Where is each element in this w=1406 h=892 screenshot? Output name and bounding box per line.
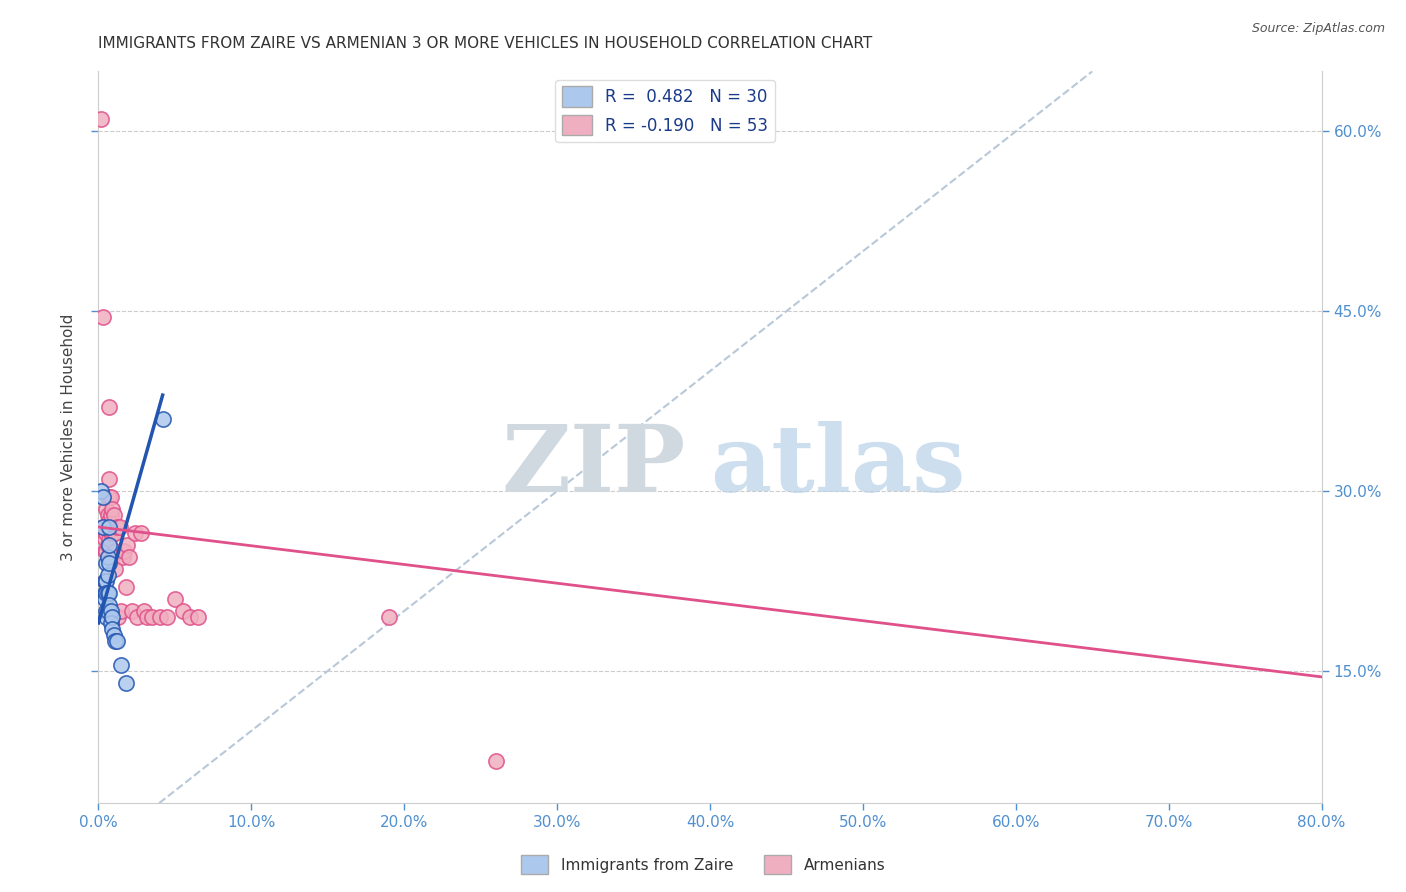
Point <box>94 526 117 541</box>
Point <box>141 610 163 624</box>
Point <box>179 610 201 624</box>
Text: Source: ZipAtlas.com: Source: ZipAtlas.com <box>1251 22 1385 36</box>
Point <box>93 574 115 588</box>
Point <box>98 490 121 504</box>
Point <box>101 526 124 541</box>
Point <box>485 754 508 768</box>
Point <box>134 604 156 618</box>
Text: atlas: atlas <box>710 421 966 511</box>
Point <box>101 610 124 624</box>
Point <box>98 400 121 414</box>
Point <box>104 634 127 648</box>
Point <box>94 556 117 570</box>
Point <box>94 574 117 588</box>
Point <box>103 526 125 541</box>
Point <box>107 610 129 624</box>
Point <box>129 526 152 541</box>
Point <box>101 502 124 516</box>
Point <box>152 412 174 426</box>
Point <box>97 549 120 564</box>
Point <box>93 586 115 600</box>
Point <box>98 586 121 600</box>
Point <box>97 520 120 534</box>
Point <box>94 604 117 618</box>
Point <box>117 538 139 552</box>
Point <box>91 310 114 325</box>
Point <box>115 580 138 594</box>
Point <box>94 610 117 624</box>
Point <box>93 591 115 606</box>
Legend: R =  0.482   N = 30, R = -0.190   N = 53: R = 0.482 N = 30, R = -0.190 N = 53 <box>555 79 775 142</box>
Point <box>93 544 115 558</box>
Point <box>98 538 121 552</box>
Point <box>98 532 121 546</box>
Point <box>149 610 172 624</box>
Point <box>100 526 122 541</box>
Point <box>104 526 127 541</box>
Point <box>94 586 117 600</box>
Point <box>91 520 114 534</box>
Point <box>98 514 121 528</box>
Point <box>97 604 120 618</box>
Point <box>103 508 125 522</box>
Point <box>97 508 120 522</box>
Point <box>98 520 121 534</box>
Point <box>118 549 141 564</box>
Text: ZIP: ZIP <box>502 421 686 511</box>
Point <box>98 556 121 570</box>
Legend: Immigrants from Zaire, Armenians: Immigrants from Zaire, Armenians <box>515 849 891 880</box>
Point <box>97 586 120 600</box>
Point <box>100 615 122 630</box>
Point <box>93 574 115 588</box>
Point <box>172 604 194 618</box>
Point <box>110 604 132 618</box>
Point <box>91 520 114 534</box>
Point <box>124 526 146 541</box>
Point <box>111 549 134 564</box>
Point <box>100 490 122 504</box>
Point <box>97 490 120 504</box>
Point <box>100 508 122 522</box>
Point <box>103 628 125 642</box>
Point <box>187 610 209 624</box>
Point <box>112 544 135 558</box>
Point <box>125 610 148 624</box>
Point <box>121 604 143 618</box>
Point <box>101 622 124 636</box>
Point <box>90 112 112 127</box>
Point <box>108 520 131 534</box>
Point <box>156 610 179 624</box>
Point <box>90 483 112 498</box>
Point <box>105 634 128 648</box>
Text: IMMIGRANTS FROM ZAIRE VS ARMENIAN 3 OR MORE VEHICLES IN HOUSEHOLD CORRELATION CH: IMMIGRANTS FROM ZAIRE VS ARMENIAN 3 OR M… <box>98 36 873 51</box>
Point <box>163 591 186 606</box>
Point <box>98 598 121 612</box>
Point <box>136 610 159 624</box>
Point <box>110 657 132 672</box>
Point <box>100 604 122 618</box>
Point <box>105 520 128 534</box>
Point <box>97 538 120 552</box>
Point <box>97 568 120 582</box>
Point <box>91 490 114 504</box>
Point <box>101 549 124 564</box>
Point <box>98 472 121 486</box>
Point <box>378 610 401 624</box>
Point <box>104 544 127 558</box>
Y-axis label: 3 or more Vehicles in Household: 3 or more Vehicles in Household <box>60 313 76 561</box>
Point <box>94 544 117 558</box>
Point <box>115 676 138 690</box>
Point <box>94 502 117 516</box>
Point <box>104 562 127 576</box>
Point <box>93 532 115 546</box>
